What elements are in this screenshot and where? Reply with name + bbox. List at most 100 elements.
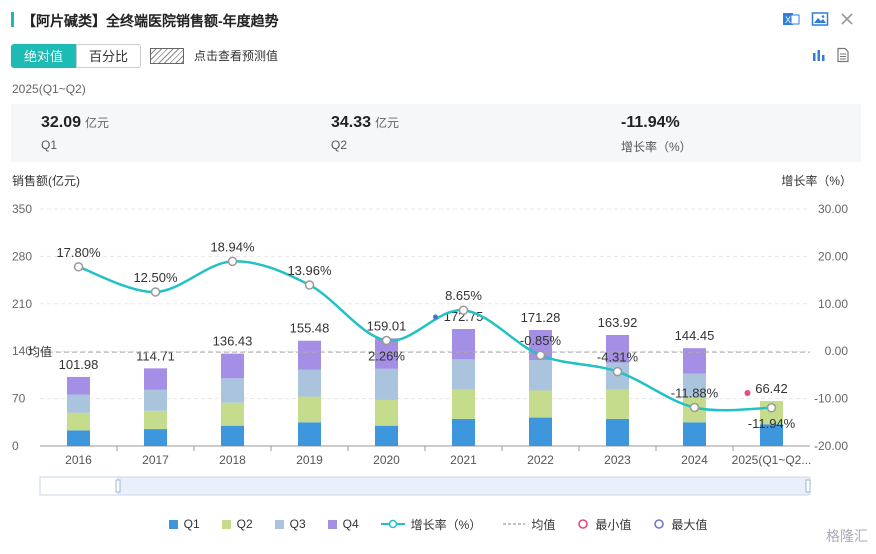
legend-min[interactable]: 最小值 <box>577 516 631 533</box>
y2-tick-label: 30.00 <box>818 202 848 216</box>
summary-q2-label: Q2 <box>331 138 348 152</box>
legend-q2-label: Q2 <box>236 517 253 531</box>
range-slider-track[interactable] <box>39 476 811 496</box>
y-tick-label: 140 <box>12 344 32 358</box>
growth-point <box>150 287 161 297</box>
hatch-pattern-icon <box>150 47 184 64</box>
legend-max-marker-icon <box>654 519 665 529</box>
legend-q3-swatch <box>274 519 284 529</box>
growth-point <box>612 366 623 377</box>
summary-q2-unit: 亿元 <box>375 116 400 130</box>
bar-q1 <box>221 425 244 446</box>
excel-export-icon[interactable]: X <box>782 10 800 28</box>
growth-label: -4.31% <box>597 350 639 365</box>
bar-q3 <box>67 394 90 413</box>
legend-growth[interactable]: 增长率（%） <box>380 516 482 533</box>
y-axis-title: 销售额(亿元) <box>12 173 80 188</box>
range-slider-window[interactable] <box>39 476 119 496</box>
bar-q3 <box>529 360 552 391</box>
summary-q1: 32.09 亿元 Q1 <box>41 114 109 152</box>
x-tick-label: 2024 <box>681 453 708 467</box>
bar-q1 <box>452 418 475 446</box>
y-tick-label: 70 <box>12 392 26 406</box>
legend-q3[interactable]: Q3 <box>274 517 306 531</box>
bar-q4 <box>298 340 321 370</box>
bar-q4 <box>606 335 629 363</box>
bar-total-label: 101.98 <box>59 357 99 372</box>
x-tick-label: 2023 <box>604 453 631 467</box>
period-label: 2025(Q1~Q2) <box>12 82 86 96</box>
tab-percent[interactable]: 百分比 <box>76 44 142 68</box>
x-tick-label: 2016 <box>65 453 92 467</box>
x-tick-label: 2020 <box>373 453 400 467</box>
legend-q1[interactable]: Q1 <box>168 517 200 531</box>
sales-growth-chart: 销售额(亿元) 增长率（%） 0 70 140 210 280 350 -20.00 -10.00… <box>12 173 852 496</box>
legend-q2[interactable]: Q2 <box>221 517 253 531</box>
forecast-toggle[interactable]: 点击查看预测值 <box>150 47 278 64</box>
legend-min-label: 最小值 <box>595 517 632 532</box>
growth-point <box>304 280 315 290</box>
bar-total-label: 163.92 <box>598 315 638 330</box>
view-mode-tabs: 绝对值 百分比 <box>11 44 142 68</box>
summary-q2-value: 34.33 <box>331 114 372 131</box>
legend-q1-swatch <box>168 519 178 529</box>
bar-total-label: 144.45 <box>675 328 715 343</box>
growth-point <box>227 256 238 267</box>
bar-q2 <box>298 396 321 423</box>
svg-text:X: X <box>785 15 791 25</box>
legend-growth-line-icon <box>380 519 405 529</box>
growth-point <box>73 262 84 272</box>
legend-avg[interactable]: 均值 <box>503 516 555 533</box>
y2-tick-label: 20.00 <box>818 249 848 263</box>
close-icon[interactable] <box>838 10 856 28</box>
y2-axis-title: 增长率（%） <box>781 173 852 188</box>
legend-avg-label: 均值 <box>531 517 556 532</box>
legend-q3-label: Q3 <box>289 517 306 531</box>
range-slider-handle-right[interactable] <box>805 479 811 493</box>
max-marker <box>433 314 438 320</box>
y-tick-label: 0 <box>12 439 19 453</box>
range-slider-handle-left[interactable] <box>115 479 121 493</box>
forecast-label: 点击查看预测值 <box>194 49 279 63</box>
legend-max-label: 最大值 <box>671 517 708 532</box>
bar-total-label: 114.71 <box>136 348 175 363</box>
bar-q1 <box>606 418 629 446</box>
bar-q4 <box>683 348 706 374</box>
legend-q4[interactable]: Q4 <box>327 517 359 531</box>
growth-label: 17.80% <box>56 245 101 260</box>
bar-q3 <box>375 368 398 400</box>
growth-point <box>766 403 777 413</box>
header: 【阿片碱类】全终端医院销售额-年度趋势 X <box>0 0 876 38</box>
growth-label: -11.94% <box>748 416 796 431</box>
table-view-icon[interactable] <box>834 47 852 65</box>
growth-point <box>689 402 700 413</box>
legend-q2-swatch <box>221 519 231 529</box>
x-tick-label: 2025(Q1~Q2... <box>732 453 812 467</box>
growth-label: 18.94% <box>210 239 255 254</box>
growth-label: 13.96% <box>287 263 332 278</box>
tab-absolute[interactable]: 绝对值 <box>11 44 77 68</box>
bar-q2 <box>452 389 475 419</box>
bar-q4 <box>67 376 90 395</box>
legend-q1-label: Q1 <box>183 517 200 531</box>
min-marker <box>744 390 751 397</box>
legend-growth-label: 增长率（%） <box>410 517 482 532</box>
y2-tick-label: 0.00 <box>825 344 849 358</box>
bar-chart-view-icon[interactable] <box>810 47 828 65</box>
bar-q2 <box>67 412 90 431</box>
bar-q3 <box>144 389 167 411</box>
y-tick-label: 280 <box>12 249 32 263</box>
bar-q3 <box>452 359 475 390</box>
legend-max[interactable]: 最大值 <box>653 516 707 533</box>
summary-q1-value: 32.09 <box>41 114 82 131</box>
bar-q1 <box>529 417 552 446</box>
bar-total-label: 159.01 <box>367 318 407 333</box>
bar-q1 <box>144 429 167 446</box>
x-tick-label: 2017 <box>142 453 169 467</box>
image-export-icon[interactable] <box>811 10 829 28</box>
bar-q3 <box>298 369 321 397</box>
summary-q1-unit: 亿元 <box>85 116 110 130</box>
summary-q1-label: Q1 <box>41 138 58 152</box>
legend-q4-swatch <box>327 519 337 529</box>
bar-q1 <box>67 430 90 446</box>
